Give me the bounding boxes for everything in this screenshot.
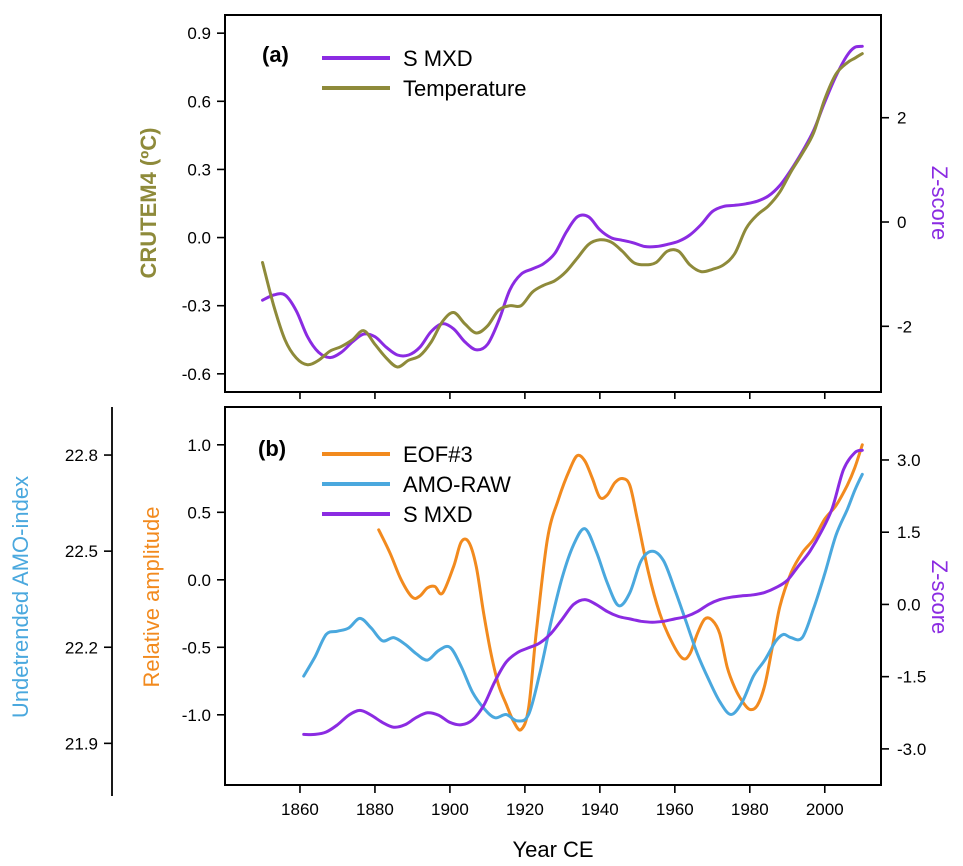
panel-b-series-s-mxd xyxy=(302,448,864,737)
panel-a-legend: S MXD Temperature xyxy=(322,46,527,101)
panel-b-label: (b) xyxy=(258,436,286,461)
legend-label-eof3: EOF#3 xyxy=(403,442,473,467)
x-tick-label: 1940 xyxy=(581,800,619,819)
x-tick-label: 2000 xyxy=(806,800,844,819)
outer-left-tick-label: 22.5 xyxy=(65,542,98,561)
x-tick-label: 1920 xyxy=(506,800,544,819)
panel-b-left-tick-label: 0.0 xyxy=(187,571,211,590)
panel-b-left-axis-title: Relative amplitude xyxy=(139,507,164,688)
panel-b-left-tick-label: 1.0 xyxy=(187,436,211,455)
panel-a-label: (a) xyxy=(262,42,289,67)
panel-a-left-tick-label: 0.0 xyxy=(187,229,211,248)
x-tick-label: 1880 xyxy=(356,800,394,819)
panel-b-right-axis-title: Z-score xyxy=(927,560,952,635)
outer-left-tick-label: 21.9 xyxy=(65,734,98,753)
x-tick-label: 1900 xyxy=(431,800,469,819)
panel-b-legend: EOF#3 AMO-RAW S MXD xyxy=(322,442,511,527)
panel-a-series-temperature xyxy=(261,52,864,369)
panel-b-right-tick-label: -3.0 xyxy=(897,740,926,759)
panel-a-left-axis-title: CRUTEM4 (ºC) xyxy=(136,127,161,278)
panel-a-frame xyxy=(224,14,882,393)
panel-a-left-tick-label: 0.6 xyxy=(187,92,211,111)
panel-a-right-tick-label: 0 xyxy=(897,213,906,232)
x-tick-label: 1980 xyxy=(731,800,769,819)
outer-left-axis-title: Undetrended AMO-index xyxy=(8,476,33,718)
panel-b-series-eof-3 xyxy=(377,443,864,732)
legend-label-s-mxd-b: S MXD xyxy=(403,502,473,527)
panel-a-right-tick-label: -2 xyxy=(897,317,912,336)
panel-a: -0.6 -0.3 0.0 0.3 0.6 0.9 -2 0 2 (a) S MXD Tempe… xyxy=(136,14,952,399)
panel-a-left-tick-label: 0.3 xyxy=(187,160,211,179)
panel-a-left-tick-label: -0.6 xyxy=(182,365,211,384)
panel-b: 1860 1880 1900 1920 1940 1960 1980 2000 -1.0 -0.5… xyxy=(8,406,952,862)
panel-b-right-tick-label: 3.0 xyxy=(897,451,921,470)
panel-b-right-tick-label: -1.5 xyxy=(897,668,926,687)
legend-label-temperature: Temperature xyxy=(403,76,527,101)
outer-left-tick-label: 22.8 xyxy=(65,446,98,465)
panel-a-ticks: -0.6 -0.3 0.0 0.3 0.6 0.9 -2 0 2 xyxy=(182,24,912,399)
panel-b-left-tick-label: 0.5 xyxy=(187,503,211,522)
x-axis-title: Year CE xyxy=(512,837,593,862)
panel-b-right-tick-label: 0.0 xyxy=(897,595,921,614)
panel-a-left-tick-label: 0.9 xyxy=(187,24,211,43)
panel-b-left-tick-label: -1.0 xyxy=(182,706,211,725)
legend-label-amo-raw: AMO-RAW xyxy=(403,472,511,497)
panel-a-series-s-mxd xyxy=(261,44,864,360)
panel-a-right-axis-title: Z-score xyxy=(927,166,952,241)
outer-left-tick-label: 22.2 xyxy=(65,638,98,657)
panel-b-left-tick-label: -0.5 xyxy=(182,638,211,657)
legend-label-s-mxd-a: S MXD xyxy=(403,46,473,71)
panel-a-right-tick-label: 2 xyxy=(897,109,906,128)
panel-a-left-tick-label: -0.3 xyxy=(182,297,211,316)
panel-b-series xyxy=(302,443,864,737)
panel-b-right-tick-label: 1.5 xyxy=(897,523,921,542)
x-tick-label: 1960 xyxy=(656,800,694,819)
panel-b-series-amo-raw xyxy=(302,472,864,723)
x-tick-label: 1860 xyxy=(281,800,319,819)
panel-b-ticks: 1860 1880 1900 1920 1940 1960 1980 2000 -1.0 -0.5… xyxy=(65,407,926,819)
panel-a-series xyxy=(261,44,864,369)
panel-b-frame xyxy=(224,406,882,786)
